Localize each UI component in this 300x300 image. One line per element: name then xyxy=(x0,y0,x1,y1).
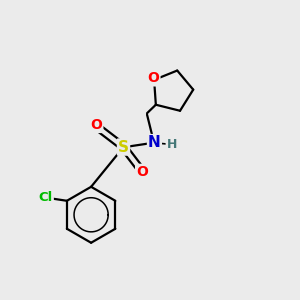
Text: O: O xyxy=(136,165,148,179)
Text: Cl: Cl xyxy=(39,191,53,204)
Text: O: O xyxy=(148,71,160,85)
Text: N: N xyxy=(148,135,161,150)
Text: O: O xyxy=(91,118,102,132)
Text: S: S xyxy=(118,140,129,154)
Text: H: H xyxy=(167,138,177,151)
